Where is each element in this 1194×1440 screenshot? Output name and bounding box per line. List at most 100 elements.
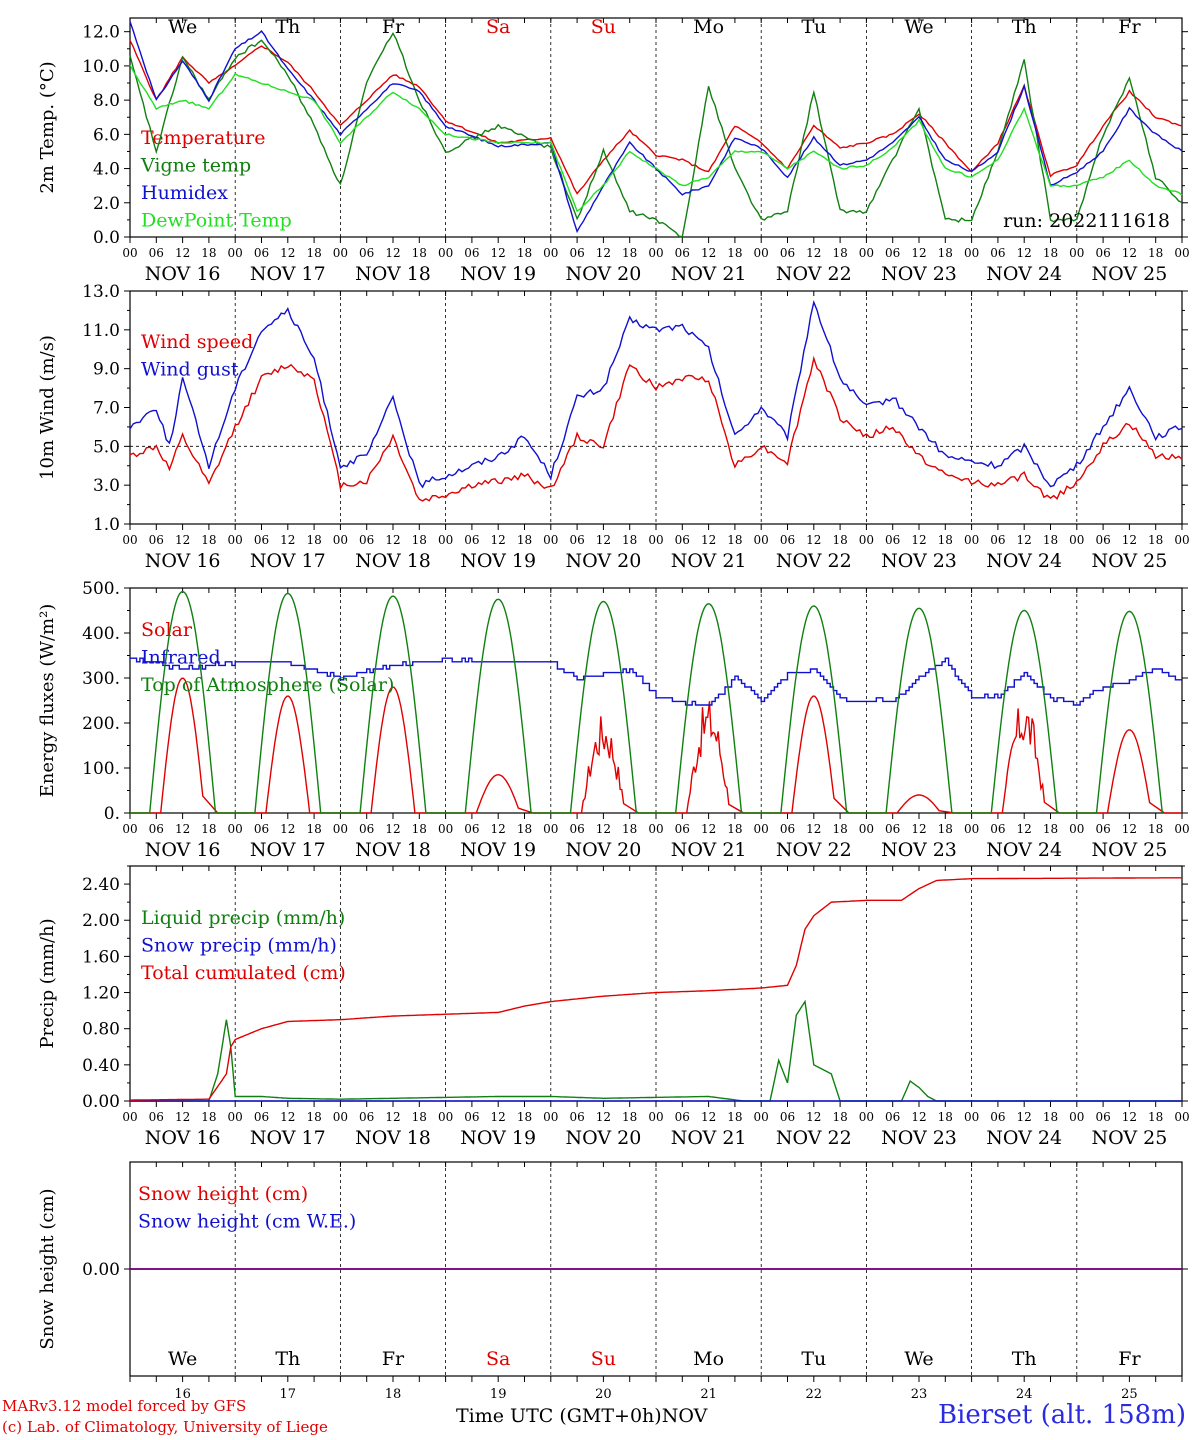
weekday-label-bottom: Fr <box>1118 1348 1141 1370</box>
station-name: Bierset (alt. 158m) <box>937 1400 1186 1430</box>
weekday-label-top: Mo <box>693 16 724 38</box>
hour-tick-label: 12 <box>280 246 295 260</box>
hour-tick-label: 06 <box>359 822 374 836</box>
date-label: NOV 22 <box>776 550 852 572</box>
hour-tick-label: 00 <box>1174 822 1189 836</box>
hour-tick-label: 18 <box>832 822 847 836</box>
weekday-label-top: Th <box>275 16 300 38</box>
hour-tick-label: 00 <box>964 822 979 836</box>
hour-tick-label: 12 <box>175 822 190 836</box>
hour-tick-label: 12 <box>491 1110 506 1124</box>
day-number-label: 19 <box>490 1387 507 1402</box>
hour-tick-label: 12 <box>1122 1110 1137 1124</box>
hour-tick-label: 12 <box>911 1110 926 1124</box>
series-line-total-cumulated-cm- <box>130 877 1182 1101</box>
date-label: NOV 16 <box>145 263 221 285</box>
weekday-label-top: Fr <box>382 16 405 38</box>
day-number-label: 22 <box>806 1387 823 1402</box>
y-axis-label: Snow height (cm) <box>37 1188 58 1349</box>
hour-tick-label: 06 <box>359 246 374 260</box>
y-tick-label: 0.00 <box>82 1260 120 1280</box>
hour-tick-label: 12 <box>701 246 716 260</box>
hour-tick-label: 18 <box>832 1110 847 1124</box>
hour-tick-label: 12 <box>491 246 506 260</box>
hour-tick-label: 00 <box>228 246 243 260</box>
date-label: NOV 17 <box>250 839 326 861</box>
hour-tick-label: 12 <box>701 1110 716 1124</box>
hour-tick-label: 12 <box>596 533 611 547</box>
hour-tick-label: 06 <box>885 533 900 547</box>
hour-tick-label: 18 <box>412 1110 427 1124</box>
y-tick-label: 1.20 <box>82 984 120 1004</box>
hour-tick-label: 18 <box>727 533 742 547</box>
hour-tick-label: 12 <box>701 533 716 547</box>
hour-tick-label: 06 <box>1095 533 1110 547</box>
run-label: run: 2022111618 <box>1003 210 1170 232</box>
series-line-temperature <box>129 40 1183 195</box>
hour-tick-label: 12 <box>596 1110 611 1124</box>
legend-entry: Humidex <box>141 182 228 204</box>
weekday-label-top: Fr <box>1118 16 1141 38</box>
legend-entry: Infrared <box>141 647 221 669</box>
y-tick-label: 200. <box>82 714 120 734</box>
y-tick-label: 500. <box>82 579 120 599</box>
hour-tick-label: 00 <box>648 1110 663 1124</box>
hour-tick-label: 18 <box>201 533 216 547</box>
hour-tick-label: 12 <box>911 822 926 836</box>
hour-tick-label: 00 <box>859 533 874 547</box>
weekday-label-bottom: We <box>904 1348 933 1370</box>
hour-tick-label: 12 <box>280 822 295 836</box>
date-label: NOV 19 <box>460 839 536 861</box>
date-label: NOV 18 <box>355 550 431 572</box>
day-number-label: 21 <box>700 1387 717 1402</box>
hour-tick-label: 00 <box>648 533 663 547</box>
legend-entry: Liquid precip (mm/h) <box>141 907 345 929</box>
hour-tick-label: 00 <box>333 822 348 836</box>
hour-tick-label: 18 <box>622 246 637 260</box>
hour-tick-label: 18 <box>832 533 847 547</box>
series-line-humidex <box>129 21 1183 234</box>
hour-tick-label: 18 <box>1043 246 1058 260</box>
y-tick-label: 8.0 <box>93 91 120 111</box>
hour-tick-label: 06 <box>569 533 584 547</box>
date-label: NOV 18 <box>355 839 431 861</box>
hour-tick-label: 06 <box>885 822 900 836</box>
hour-tick-label: 06 <box>569 246 584 260</box>
hour-tick-label: 18 <box>622 822 637 836</box>
y-tick-label: 2.40 <box>82 875 120 895</box>
hour-tick-label: 06 <box>569 822 584 836</box>
hour-tick-label: 00 <box>122 822 137 836</box>
hour-tick-label: 12 <box>491 822 506 836</box>
weekday-label-bottom: Th <box>275 1348 300 1370</box>
date-label: NOV 20 <box>565 1127 641 1149</box>
hour-tick-label: 06 <box>1095 822 1110 836</box>
hour-tick-label: 06 <box>780 246 795 260</box>
date-label: NOV 18 <box>355 263 431 285</box>
hour-tick-label: 18 <box>622 1110 637 1124</box>
legend-entry: Snow height (cm W.E.) <box>138 1211 356 1233</box>
hour-tick-label: 00 <box>333 1110 348 1124</box>
series-line-infrared <box>130 657 1182 706</box>
y-axis-label: 2m Temp. (°C) <box>37 61 58 193</box>
hour-tick-label: 06 <box>254 822 269 836</box>
hour-tick-label: 12 <box>911 246 926 260</box>
y-tick-label: 5.0 <box>93 437 120 457</box>
hour-tick-label: 06 <box>885 246 900 260</box>
date-label: NOV 24 <box>986 263 1062 285</box>
series-line-wind-gust <box>129 300 1183 489</box>
hour-tick-label: 12 <box>175 1110 190 1124</box>
y-tick-label: 6.0 <box>93 125 120 145</box>
hour-tick-label: 12 <box>385 1110 400 1124</box>
hour-tick-label: 06 <box>675 1110 690 1124</box>
hour-tick-label: 00 <box>333 533 348 547</box>
hour-tick-label: 00 <box>543 246 558 260</box>
hour-tick-label: 06 <box>675 533 690 547</box>
hour-tick-label: 00 <box>964 1110 979 1124</box>
hour-tick-label: 18 <box>201 1110 216 1124</box>
hour-tick-label: 12 <box>1017 533 1032 547</box>
date-label: NOV 23 <box>881 1127 957 1149</box>
weekday-label-top: Tu <box>801 16 826 38</box>
hour-tick-label: 00 <box>1069 533 1084 547</box>
hour-tick-label: 12 <box>806 822 821 836</box>
hour-tick-label: 06 <box>254 1110 269 1124</box>
